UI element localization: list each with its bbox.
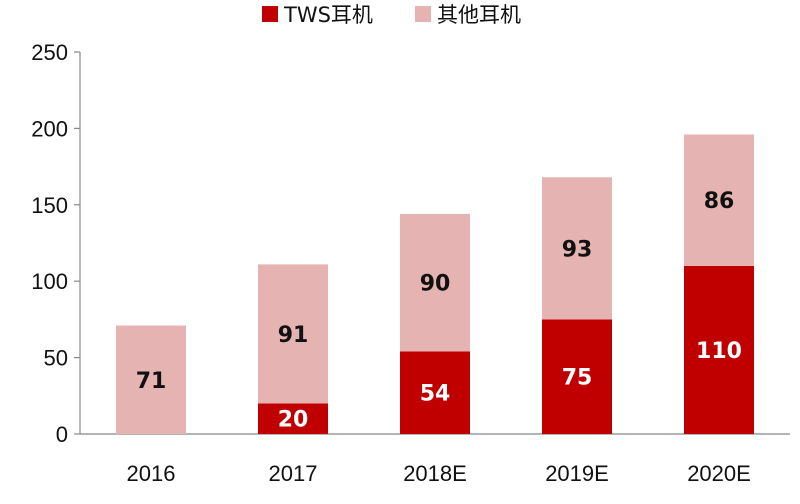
tws-bar-2019e xyxy=(542,319,612,434)
other-bar-2016 xyxy=(116,325,186,434)
other-value-label: 86 xyxy=(704,189,735,214)
legend-swatch-other xyxy=(415,6,431,22)
legend-label-other: 其他耳机 xyxy=(437,3,521,27)
tws-value-label: 110 xyxy=(696,339,742,364)
other-bar-2017 xyxy=(258,264,328,404)
tws-bar-2018e xyxy=(400,351,470,434)
y-tick-label: 50 xyxy=(44,346,68,371)
other-bar-2020e xyxy=(684,134,754,266)
other-value-label: 93 xyxy=(562,237,593,262)
x-tick-label: 2018E xyxy=(403,461,467,486)
legend-swatch-tws xyxy=(262,6,278,22)
x-tick-label: 2017 xyxy=(269,461,318,486)
legend: TWS耳机 其他耳机 xyxy=(262,3,521,27)
x-tick-label: 2020E xyxy=(687,461,751,486)
tws-value-label: 20 xyxy=(278,408,309,433)
other-value-label: 71 xyxy=(136,369,167,394)
tws-value-label: 75 xyxy=(562,366,593,391)
y-tick-label: 100 xyxy=(31,269,68,294)
y-tick-label: 150 xyxy=(31,193,68,218)
tws-value-label: 54 xyxy=(420,382,451,407)
tws-bar-2017 xyxy=(258,403,328,434)
y-tick-label: 0 xyxy=(56,422,68,447)
x-axis: 2016 2017 2018E 2019E 2020E xyxy=(80,433,790,486)
other-bar-2018e xyxy=(400,213,470,352)
bars xyxy=(116,134,754,434)
other-bar-2019e xyxy=(542,177,612,320)
legend-label-tws: TWS耳机 xyxy=(283,3,373,27)
other-value-label: 90 xyxy=(420,272,451,297)
y-tick-label: 250 xyxy=(31,40,68,65)
y-tick-label: 200 xyxy=(31,116,68,141)
x-tick-label: 2019E xyxy=(545,461,609,486)
y-axis: 0 50 100 150 200 250 xyxy=(31,40,81,447)
data-labels: 71 20 91 54 90 75 93 110 86 xyxy=(136,189,742,433)
x-tick-label: 2016 xyxy=(127,461,176,486)
other-value-label: 91 xyxy=(278,323,309,348)
tws-bar-2020e xyxy=(684,265,754,434)
